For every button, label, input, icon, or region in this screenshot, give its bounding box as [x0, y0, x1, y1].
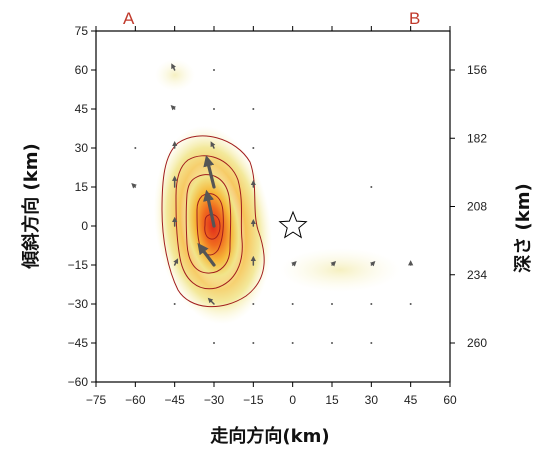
x-tick-label: −30 [204, 393, 225, 407]
x-tick-label: 15 [325, 393, 339, 407]
y-tick-label: 60 [75, 63, 89, 77]
slip-vector-arrow [210, 141, 216, 149]
slip-vector-arrow [197, 242, 216, 267]
slip-vector-dot [409, 303, 412, 305]
x-tick-label: 60 [443, 393, 457, 407]
slip-vector-arrow [203, 189, 216, 228]
slip-vector-arrow [170, 104, 177, 111]
depth-tick-label: 234 [467, 268, 487, 282]
slip-vector-dot [252, 108, 255, 110]
depth-tick-label: 208 [467, 200, 487, 214]
slip-vector-dot [370, 303, 373, 305]
slip-vector-dot [291, 342, 294, 344]
slip-vector-dot [213, 342, 215, 344]
slip-vector-dot [252, 147, 255, 149]
depth-tick-label: 182 [467, 131, 487, 145]
x-tick-label: −60 [125, 393, 146, 407]
contour-outer [161, 135, 265, 308]
x-tick-label: 0 [289, 393, 296, 407]
slip-vector-dot [252, 342, 255, 344]
x-axis: −75 −60 −45 −30 −15 0 15 30 45 60 [86, 26, 457, 407]
slip-vector-dot [291, 303, 294, 305]
x-tick-label: −15 [243, 393, 264, 407]
plot-frame [95, 30, 451, 383]
y-tick-label: −30 [68, 297, 89, 311]
slip-vector-arrow [369, 260, 376, 267]
slip-vector-dot [173, 303, 176, 305]
slip-vector-dot [252, 303, 255, 305]
y-tick-label: 30 [75, 141, 89, 155]
slip-vector-dot [213, 69, 215, 71]
contour-peak [204, 213, 221, 240]
y-tick-label: −15 [68, 258, 89, 272]
y-tick-label: −45 [68, 336, 89, 350]
slip-vector-arrow [291, 260, 297, 267]
corner-label-a: A [123, 9, 135, 28]
slip-vector-dot [370, 186, 373, 188]
slip-contours [161, 135, 265, 308]
slip-vector-dot [331, 342, 333, 344]
depth-tick-label: 156 [467, 63, 487, 77]
slip-vector-arrow [330, 260, 337, 267]
hypocenter-star-icon [278, 210, 308, 239]
y-tick-label: 45 [75, 102, 89, 116]
slip-vector-arrow [131, 182, 137, 189]
depth-tick-label: 260 [467, 336, 487, 350]
slip-heatmap [153, 59, 400, 325]
y-tick-label: 0 [81, 219, 88, 233]
slip-vector-dot [213, 108, 215, 110]
corner-label-b: B [409, 9, 420, 28]
slip-vector-arrow [173, 258, 179, 266]
slip-vector-arrow [207, 297, 215, 305]
x-axis-title: 走向方向(km) [210, 425, 329, 447]
y-axis-title-right: 深さ (km) [512, 183, 534, 272]
slip-vector-dot [370, 342, 373, 344]
x-tick-label: −75 [86, 393, 107, 407]
slip-vector-arrow [171, 63, 176, 71]
y-tick-label: 15 [75, 180, 89, 194]
slip-vector-arrow [203, 155, 216, 189]
x-tick-label: −45 [164, 393, 185, 407]
slip-vectors [131, 63, 414, 344]
x-tick-label: 30 [365, 393, 379, 407]
contour-2 [175, 155, 243, 290]
y-axis-left: 75 60 45 30 15 0 −15 −30 −45 −60 [68, 24, 96, 389]
contour-3 [185, 174, 232, 274]
y-axis-right: 156 182 208 234 260 [450, 63, 487, 350]
y-axis-title-left: 傾斜方向 (km) [20, 143, 42, 269]
slip-vector-dot [134, 147, 137, 149]
y-tick-label: 75 [75, 24, 89, 38]
x-tick-label: 45 [404, 393, 418, 407]
y-tick-label: −60 [68, 375, 89, 389]
slip-vector-dot [331, 303, 333, 305]
